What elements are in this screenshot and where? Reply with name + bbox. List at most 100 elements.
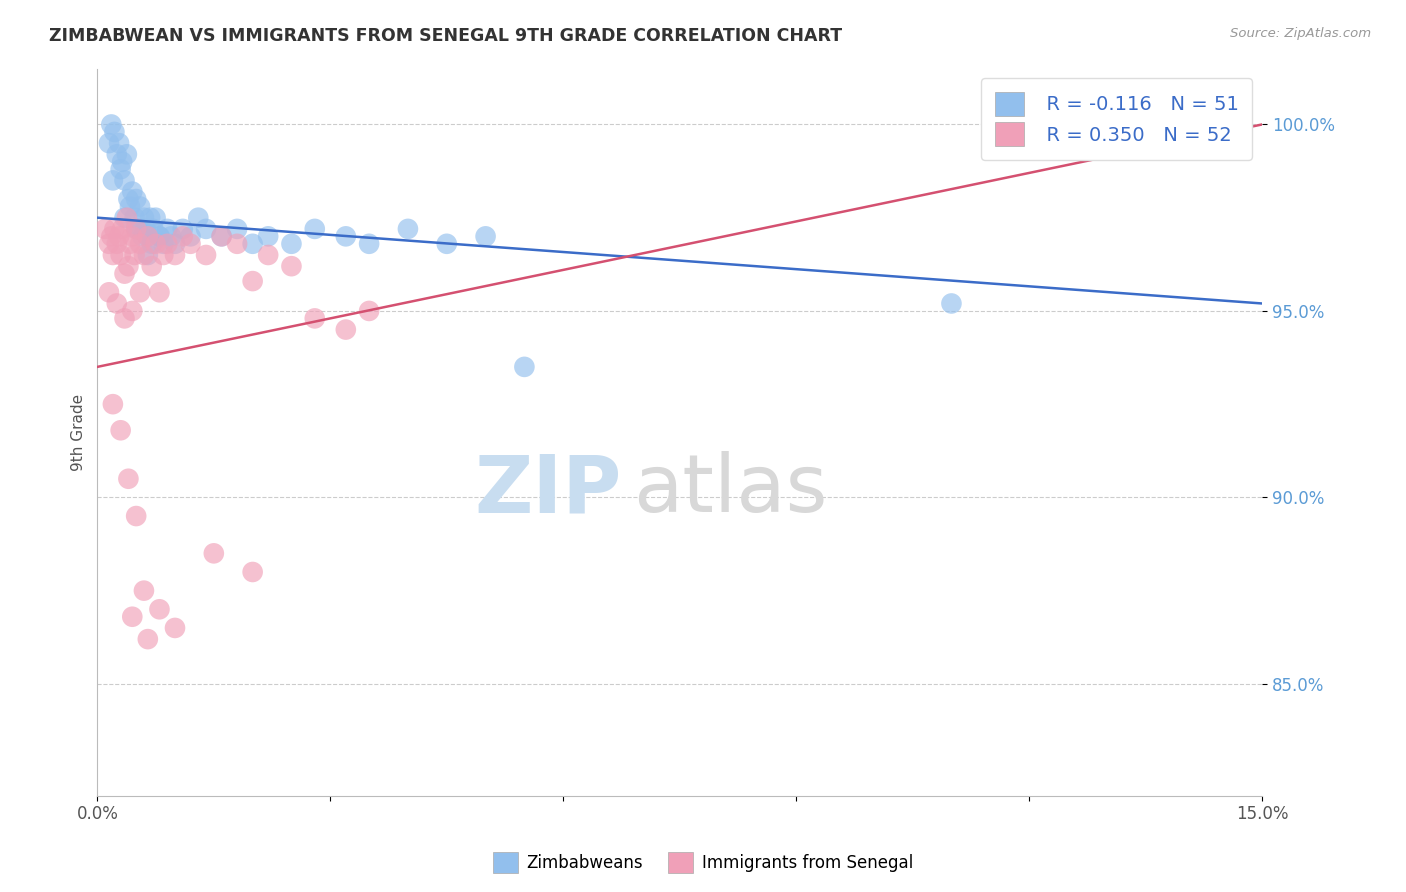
Point — [359, 236, 381, 251]
Point — [396, 222, 419, 236]
Point — [100, 118, 122, 132]
Point — [136, 229, 159, 244]
Point — [132, 248, 155, 262]
Point — [513, 359, 536, 374]
Point — [187, 211, 209, 225]
Point — [145, 236, 167, 251]
Point — [110, 248, 132, 262]
Text: ZIMBABWEAN VS IMMIGRANTS FROM SENEGAL 9TH GRADE CORRELATION CHART: ZIMBABWEAN VS IMMIGRANTS FROM SENEGAL 9T… — [49, 27, 842, 45]
Point — [280, 259, 302, 273]
Point — [117, 259, 139, 273]
Point — [941, 296, 963, 310]
Point — [124, 211, 146, 225]
Point — [132, 583, 155, 598]
Point — [242, 565, 264, 579]
Point — [114, 267, 136, 281]
Point — [136, 248, 159, 262]
Point — [101, 248, 124, 262]
Point — [152, 248, 174, 262]
Point — [101, 397, 124, 411]
Point — [148, 229, 170, 244]
Point — [436, 236, 458, 251]
Point — [136, 632, 159, 647]
Point — [110, 423, 132, 437]
Point — [129, 285, 152, 300]
Point — [108, 229, 131, 244]
Point — [172, 229, 194, 244]
Text: atlas: atlas — [633, 451, 828, 529]
Point — [105, 147, 128, 161]
Text: ZIP: ZIP — [474, 451, 621, 529]
Point — [156, 222, 179, 236]
Point — [114, 211, 136, 225]
Point — [118, 236, 141, 251]
Point — [125, 222, 148, 236]
Point — [125, 222, 148, 236]
Point — [121, 185, 143, 199]
Point — [148, 285, 170, 300]
Point — [103, 222, 125, 236]
Point — [359, 304, 381, 318]
Point — [125, 192, 148, 206]
Point — [114, 311, 136, 326]
Point — [160, 229, 183, 244]
Point — [211, 229, 233, 244]
Point — [335, 229, 357, 244]
Point — [100, 229, 122, 244]
Point — [111, 154, 134, 169]
Point — [335, 322, 357, 336]
Point — [124, 248, 146, 262]
Point — [98, 136, 121, 150]
Point — [136, 229, 159, 244]
Point — [141, 236, 163, 251]
Point — [105, 296, 128, 310]
Point — [139, 211, 162, 225]
Point — [115, 147, 138, 161]
Point — [163, 248, 186, 262]
Point — [202, 546, 225, 560]
Point — [94, 222, 117, 236]
Point — [195, 248, 218, 262]
Point — [172, 222, 194, 236]
Point — [141, 259, 163, 273]
Point — [163, 236, 186, 251]
Point — [304, 222, 326, 236]
Point — [257, 248, 280, 262]
Point — [111, 222, 134, 236]
Point — [226, 236, 249, 251]
Point — [195, 222, 218, 236]
Point — [118, 200, 141, 214]
Point — [117, 472, 139, 486]
Point — [145, 211, 167, 225]
Point — [142, 222, 165, 236]
Point — [125, 509, 148, 524]
Point — [132, 211, 155, 225]
Point — [103, 125, 125, 139]
Point — [242, 236, 264, 251]
Point — [474, 229, 496, 244]
Text: Source: ZipAtlas.com: Source: ZipAtlas.com — [1230, 27, 1371, 40]
Point — [114, 173, 136, 187]
Legend: Zimbabweans, Immigrants from Senegal: Zimbabweans, Immigrants from Senegal — [486, 846, 920, 880]
Point — [105, 236, 128, 251]
Point — [98, 236, 121, 251]
Point — [110, 162, 132, 177]
Point — [148, 229, 170, 244]
Point — [131, 229, 153, 244]
Point — [129, 236, 152, 251]
Point — [180, 236, 202, 251]
Point — [211, 229, 233, 244]
Point — [121, 609, 143, 624]
Point — [108, 136, 131, 150]
Point — [121, 304, 143, 318]
Point — [134, 222, 156, 236]
Legend:   R = -0.116   N = 51,   R = 0.350   N = 52: R = -0.116 N = 51, R = 0.350 N = 52 — [981, 78, 1253, 160]
Point — [304, 311, 326, 326]
Point — [148, 602, 170, 616]
Point — [280, 236, 302, 251]
Point — [98, 285, 121, 300]
Point — [127, 222, 149, 236]
Y-axis label: 9th Grade: 9th Grade — [72, 393, 86, 471]
Point — [117, 192, 139, 206]
Point — [226, 222, 249, 236]
